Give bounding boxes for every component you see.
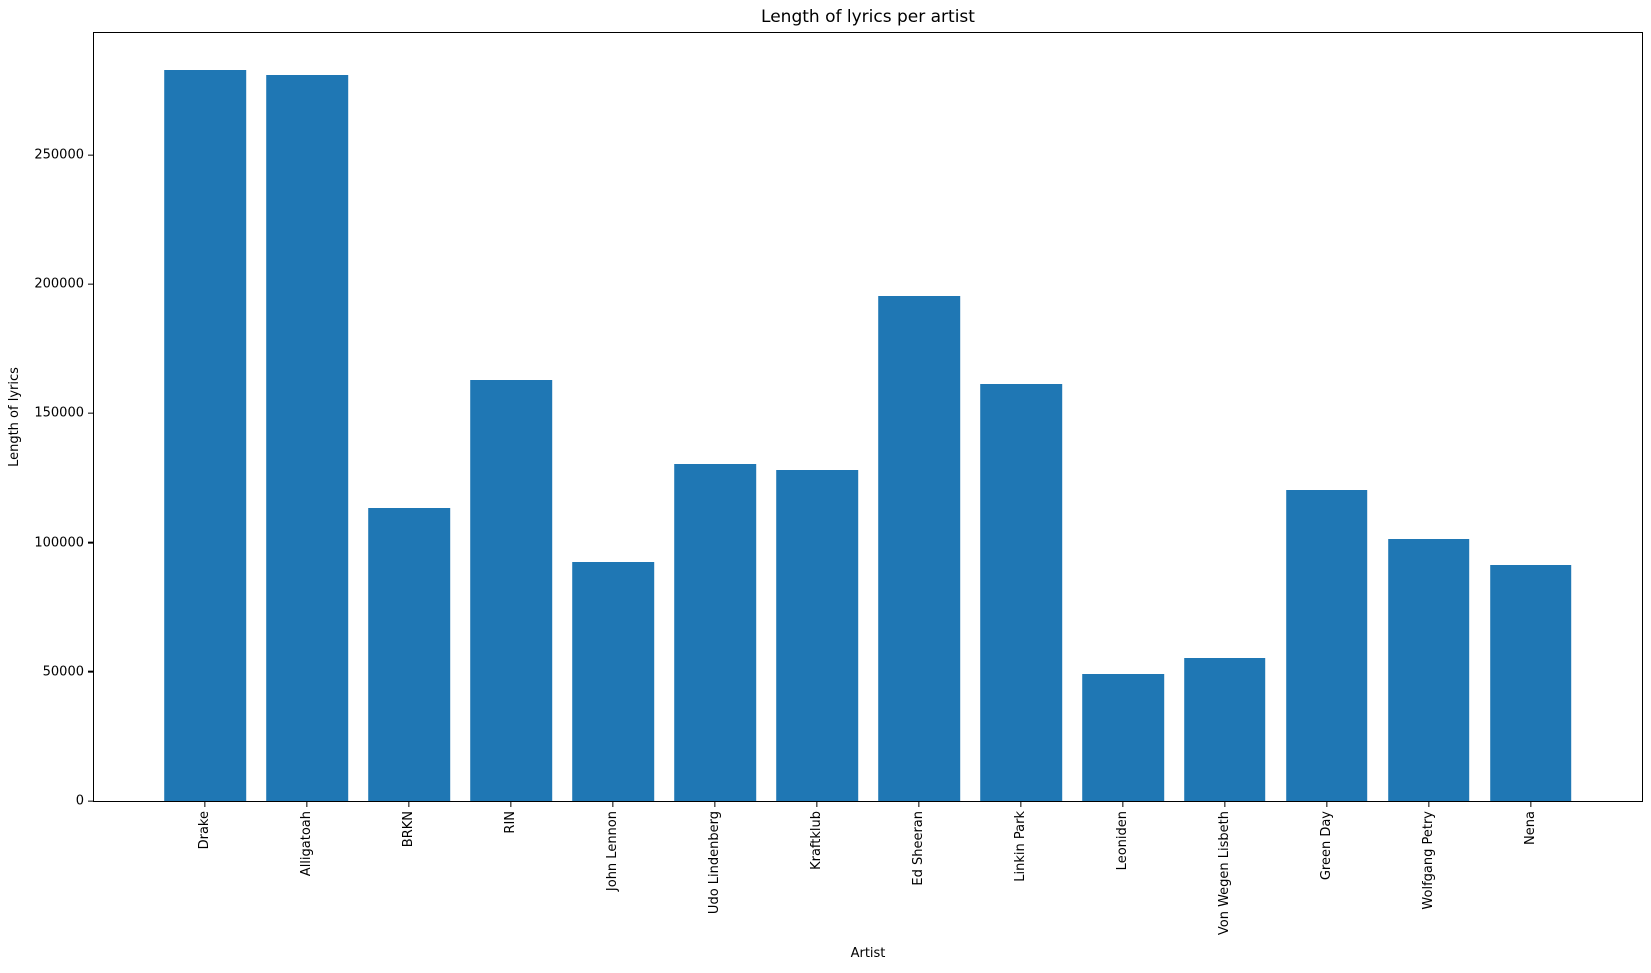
- bar: [980, 383, 1062, 801]
- y-tick-mark: [88, 800, 94, 802]
- bar: [878, 295, 960, 801]
- y-tick-label: 250000: [34, 147, 84, 163]
- x-tick-mark: [714, 801, 716, 807]
- bar: [164, 69, 246, 801]
- x-tick-mark: [1020, 801, 1022, 807]
- x-tick-mark: [306, 801, 308, 807]
- x-tick-mark: [918, 801, 920, 807]
- x-tick-label: Linkin Park: [1012, 811, 1028, 882]
- bar: [674, 463, 756, 801]
- plot-area: 0 50000 100000 150000 200000 250000 Drake Allig…: [34, 32, 1643, 935]
- x-axis-label: Artist: [850, 946, 886, 961]
- x-tick-mark: [204, 801, 206, 807]
- x-tick-mark: [1224, 801, 1226, 807]
- x-tick-mark: [510, 801, 512, 807]
- x-tick-label: BRKN: [401, 811, 417, 848]
- y-tick-mark: [88, 154, 94, 156]
- x-tick-label: Leoniden: [1114, 811, 1130, 871]
- y-axis-label: Length of lyrics: [7, 367, 22, 467]
- y-tick-label: 0: [75, 793, 84, 809]
- x-tick-label: Kraftklub: [809, 811, 824, 870]
- y-tick-mark: [88, 671, 94, 673]
- x-tick-mark: [816, 801, 818, 807]
- chart-title: Length of lyrics per artist: [761, 7, 975, 27]
- x-tick-mark: [1428, 801, 1430, 807]
- x-tick-label: Wolfgang Petry: [1420, 811, 1436, 910]
- x-tick-label: John Lennon: [605, 811, 621, 892]
- y-tick-mark: [88, 283, 94, 285]
- x-tick-mark: [408, 801, 410, 807]
- y-tick-mark: [88, 541, 94, 544]
- x-tick-label: Nena: [1522, 811, 1538, 845]
- y-tick-label: 50000: [42, 664, 84, 680]
- y-tick-label: 200000: [34, 276, 84, 292]
- x-tick-label: Green Day: [1318, 811, 1334, 881]
- x-tick-label: Alligatoah: [299, 811, 315, 877]
- bar: [776, 470, 858, 801]
- x-tick-mark: [1530, 801, 1532, 807]
- x-tick-label: RIN: [503, 811, 519, 834]
- bar: [470, 379, 552, 801]
- bar: [1184, 657, 1266, 801]
- x-tick-mark: [1326, 801, 1328, 807]
- y-tick-label: 100000: [34, 535, 84, 551]
- bar: [1490, 564, 1572, 801]
- x-tick-label: Von Wegen Lisbeth: [1216, 811, 1232, 936]
- bar: [1286, 489, 1368, 801]
- bar: [368, 507, 450, 801]
- x-tick-label: Udo Lindenberg: [707, 811, 723, 915]
- bar: [266, 74, 348, 801]
- x-tick-label: Ed Sheeran: [910, 811, 926, 886]
- x-tick-label: Drake: [197, 811, 213, 850]
- bar: [1388, 538, 1470, 801]
- y-tick-mark: [88, 412, 94, 414]
- x-tick-mark: [1122, 801, 1124, 807]
- x-tick-mark: [612, 801, 614, 807]
- bar: [1082, 674, 1164, 801]
- y-tick-label: 150000: [34, 405, 84, 421]
- bar: [572, 561, 654, 801]
